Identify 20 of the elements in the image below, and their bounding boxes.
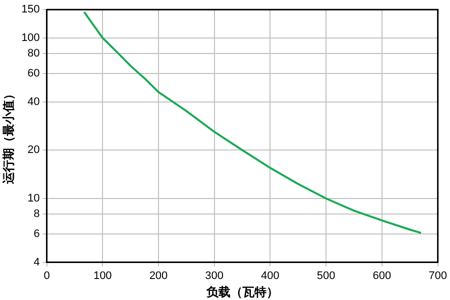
y-tick-label: 100 — [21, 32, 40, 44]
y-tick-label: 20 — [28, 144, 40, 156]
x-tick-label: 500 — [316, 270, 336, 282]
y-tick-label: 40 — [28, 96, 40, 108]
y-tick-label: 6 — [34, 228, 40, 240]
x-axis-title: 负载（瓦特） — [205, 284, 278, 299]
y-tick-label: 4 — [34, 256, 40, 268]
y-tick-label: 150 — [21, 4, 40, 16]
x-tick-label: 200 — [149, 270, 168, 282]
x-tick-label: 100 — [93, 270, 112, 282]
y-tick-label: 80 — [28, 47, 40, 60]
y-tick-label: 8 — [34, 208, 40, 220]
y-tick-label: 60 — [28, 68, 40, 80]
x-tick-label: 0 — [44, 270, 50, 282]
x-tick-label: 300 — [205, 270, 224, 282]
y-tick-label: 10 — [28, 192, 40, 205]
y-axis-title: 运行期（最小值） — [1, 88, 16, 185]
x-tick-label: 600 — [372, 270, 392, 282]
x-tick-label: 700 — [428, 270, 448, 282]
x-tick-label: 400 — [261, 270, 280, 282]
